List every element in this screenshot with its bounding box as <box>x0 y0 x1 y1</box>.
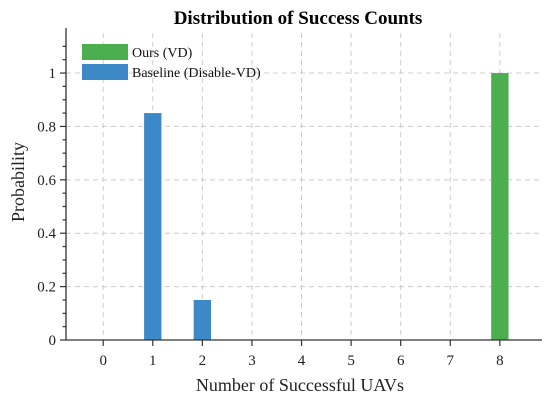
x-tick-label: 4 <box>298 353 306 369</box>
x-tick-label: 0 <box>99 353 107 369</box>
bars <box>144 73 509 340</box>
bar <box>144 113 162 340</box>
x-tick-label: 3 <box>248 353 256 369</box>
chart-title: Distribution of Success Counts <box>174 8 423 29</box>
legend-swatch <box>82 44 128 60</box>
legend-label: Ours (VD) <box>132 46 193 61</box>
y-axis-label: Probability <box>8 142 28 222</box>
x-ticks: 0 1 2 3 4 5 6 7 8 <box>99 340 504 369</box>
x-axis-label: Number of Successful UAVs <box>196 375 404 395</box>
legend-swatch <box>82 64 128 80</box>
y-tick-label: 0.2 <box>37 280 56 296</box>
x-tick-label: 7 <box>447 353 455 369</box>
bar <box>193 299 212 340</box>
axes <box>65 28 542 341</box>
y-tick-label: 0.8 <box>37 119 56 135</box>
x-tick-label: 8 <box>496 353 504 369</box>
y-tick-label: 0.6 <box>37 173 56 189</box>
legend-label: Baseline (Disable-VD) <box>132 66 261 81</box>
x-tick-label: 1 <box>149 353 157 369</box>
y-ticks: 0 0.2 0.4 0.6 0.8 1 <box>37 45 66 349</box>
bar <box>491 73 509 340</box>
x-tick-label: 6 <box>397 353 405 369</box>
x-tick-label: 2 <box>199 353 207 369</box>
x-tick-label: 5 <box>347 353 355 369</box>
y-tick-label: 0 <box>49 333 57 349</box>
legend: Ours (VD) Baseline (Disable-VD) <box>82 44 261 81</box>
y-tick-label: 0.4 <box>37 226 56 242</box>
y-tick-label: 1 <box>49 66 57 82</box>
